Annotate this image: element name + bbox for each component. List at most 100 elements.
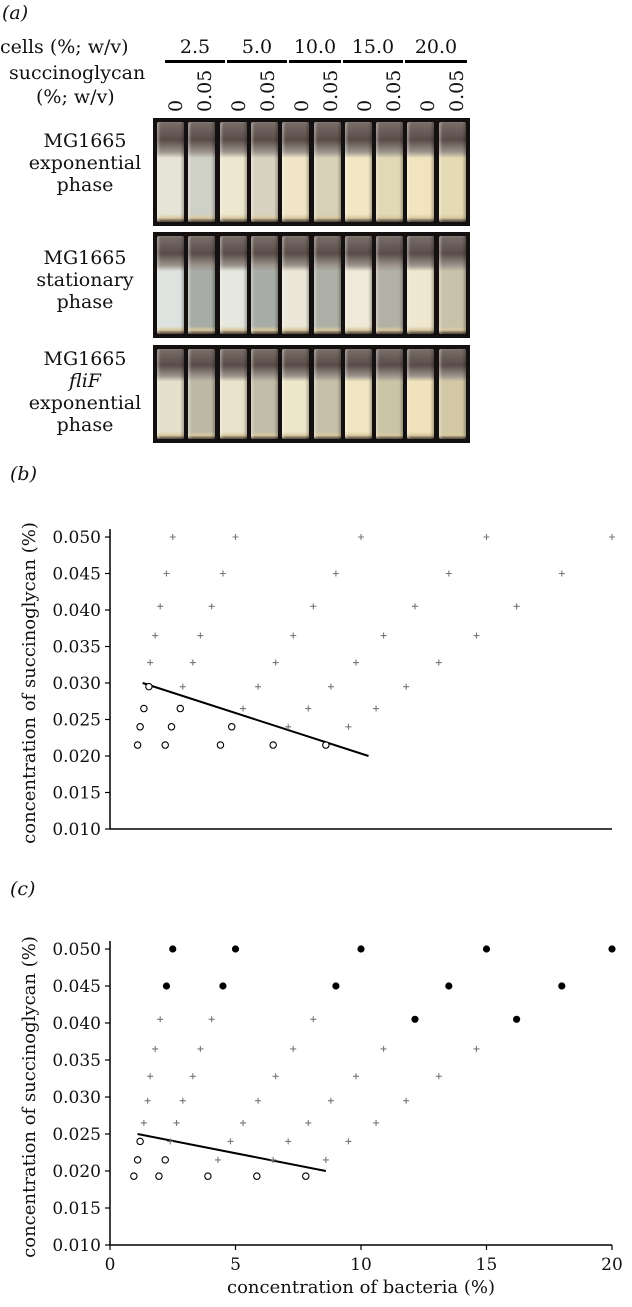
y-tick-label: 0.045	[52, 977, 101, 997]
plus-point	[157, 603, 164, 610]
plus-point	[403, 683, 410, 690]
plus-point	[173, 1119, 180, 1126]
plus-point	[227, 1138, 234, 1145]
row-label-line: phase	[56, 291, 114, 313]
plus-point	[290, 1045, 297, 1052]
plus-point	[272, 1073, 279, 1080]
cell-conc-underline	[343, 60, 403, 63]
plus-point	[305, 705, 312, 712]
trend-line	[142, 682, 369, 757]
x-tick-label: 20	[601, 1255, 623, 1275]
open-circle-point	[167, 723, 176, 731]
cell-conc-underline	[289, 60, 341, 63]
open-circle-point	[253, 1172, 261, 1180]
open-circle-point	[176, 704, 185, 713]
succ-conc-label: 0.05	[257, 69, 279, 112]
cell-conc-underline	[227, 60, 287, 63]
plus-point	[411, 603, 418, 610]
plus-point	[513, 603, 520, 610]
plus-point	[310, 1016, 317, 1023]
plus-point	[179, 683, 186, 690]
y-axis-label: concentration of succinoglycan (%)	[19, 936, 40, 1258]
y-tick-label: 0.035	[52, 638, 101, 658]
filled-circle-point	[513, 1015, 521, 1023]
panel-letter: (b)	[10, 463, 37, 485]
plus-point	[609, 534, 615, 540]
open-circle-point	[130, 1172, 138, 1180]
cuvette	[188, 122, 216, 222]
plus-point	[285, 1138, 292, 1145]
plus-point	[208, 1016, 215, 1023]
plus-point	[147, 1073, 154, 1080]
plus-point	[358, 534, 364, 540]
y-tick-label: 0.050	[52, 940, 101, 960]
row-label-line: exponential	[28, 392, 142, 414]
x-tick-label: 15	[476, 1255, 498, 1275]
y-tick-label: 0.040	[52, 601, 101, 621]
cuvette	[376, 349, 404, 439]
succ-conc-label: 0	[291, 99, 313, 112]
x-axis-label: concentration of bacteria (%)	[227, 1277, 495, 1298]
photo-flif	[153, 345, 470, 443]
row-label-line: MG1665	[43, 130, 127, 152]
succ-conc-label: 0	[165, 99, 187, 112]
plus-point	[310, 603, 317, 610]
open-circle-point	[161, 1156, 169, 1164]
cuvette	[313, 122, 341, 222]
plus-point	[270, 1156, 277, 1163]
cuvette	[313, 236, 341, 334]
cell-conc-label: 20.0	[414, 36, 458, 58]
filled-circle-point	[445, 982, 453, 990]
chart-b: (b) 0.050 0.045 0.040 0.035 0.030 0.025 0.020 0.…	[10, 463, 615, 844]
panel-a-letter: (a)	[2, 2, 29, 24]
y-tick-label: 0.045	[52, 565, 101, 585]
open-circle-point	[204, 1172, 212, 1180]
plus-point	[285, 723, 292, 730]
cuvette	[344, 236, 372, 334]
filled-circle-point	[482, 945, 491, 953]
filled-circle-point	[231, 945, 240, 953]
open-circle-point	[216, 741, 225, 749]
plus-point	[197, 632, 204, 639]
cuvette	[407, 349, 435, 439]
open-circle-point	[155, 1172, 163, 1180]
plus-point	[232, 534, 239, 540]
cuvette	[407, 236, 435, 334]
plus-point	[152, 1045, 159, 1052]
plus-point	[290, 632, 297, 639]
open-circle-point	[322, 741, 330, 749]
plus-point	[197, 1045, 204, 1052]
plus-point	[380, 1045, 387, 1052]
x-tick-label: 0	[105, 1255, 116, 1275]
plus-point	[189, 659, 196, 666]
open-circle-point	[145, 682, 153, 691]
open-circle-point	[140, 704, 148, 713]
cuvette	[250, 122, 278, 222]
y-tick-label: 0.025	[52, 711, 101, 731]
cell-conc-label: 15.0	[351, 36, 395, 58]
y-tick-label: 0.010	[52, 820, 101, 840]
open-circle-point	[161, 741, 169, 749]
row-label-line: MG1665	[43, 348, 127, 370]
plus-point	[352, 1073, 359, 1080]
row-label-line: fliF	[69, 370, 101, 392]
plus-point	[240, 705, 247, 712]
row-label-exponential: MG1665 exponential phase	[20, 130, 150, 196]
y-tick-label: 0.025	[52, 1125, 101, 1145]
open-circle-point	[269, 741, 277, 749]
cuvette	[219, 122, 247, 222]
plus-point	[140, 1119, 147, 1126]
plus-point	[473, 632, 480, 639]
y-tick-label: 0.030	[52, 1088, 101, 1108]
y-tick-label: 0.040	[52, 1014, 101, 1034]
y-tick-label: 0.050	[52, 528, 101, 548]
plus-point	[327, 683, 334, 690]
plus-point	[189, 1073, 196, 1080]
succinoglycan-label: succinoglycan	[9, 62, 146, 84]
cuvette	[407, 122, 435, 222]
succ-conc-label: 0.05	[446, 69, 468, 112]
panel-letter: (c)	[10, 878, 35, 900]
cuvette	[250, 236, 278, 334]
plus-point	[345, 1138, 352, 1145]
plus-point	[403, 1097, 410, 1104]
